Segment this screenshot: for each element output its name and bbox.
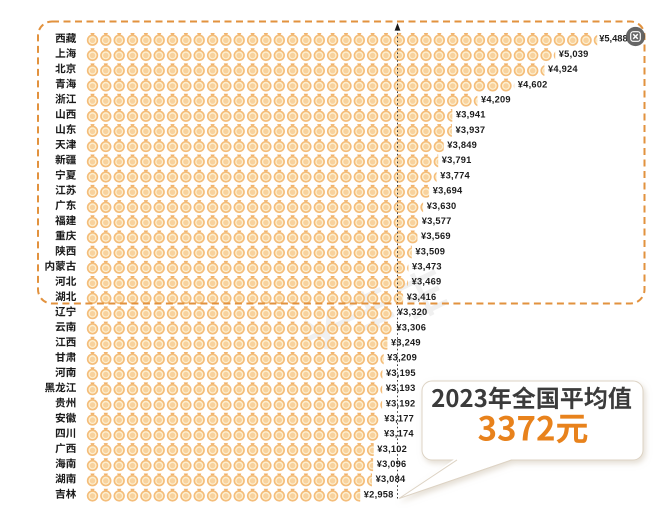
svg-text:¥3,084: ¥3,084 bbox=[376, 474, 406, 484]
svg-text:¥3,694: ¥3,694 bbox=[433, 186, 463, 196]
svg-text:¥3,195: ¥3,195 bbox=[386, 368, 416, 378]
svg-text:¥4,209: ¥4,209 bbox=[481, 95, 511, 105]
svg-text:¥5,039: ¥5,039 bbox=[559, 49, 589, 59]
svg-text:¥3,630: ¥3,630 bbox=[427, 201, 457, 211]
svg-text:¥3,174: ¥3,174 bbox=[384, 429, 414, 439]
svg-text:¥3,249: ¥3,249 bbox=[391, 338, 421, 348]
svg-text:¥3,209: ¥3,209 bbox=[387, 353, 417, 363]
svg-text:¥3,469: ¥3,469 bbox=[412, 277, 442, 287]
svg-text:¥3,177: ¥3,177 bbox=[384, 413, 414, 423]
svg-text:¥3,569: ¥3,569 bbox=[421, 231, 451, 241]
svg-text:¥3,577: ¥3,577 bbox=[422, 216, 452, 226]
svg-text:¥3,937: ¥3,937 bbox=[456, 125, 486, 135]
svg-text:¥3,096: ¥3,096 bbox=[377, 459, 407, 469]
svg-text:¥3,791: ¥3,791 bbox=[442, 155, 472, 165]
svg-text:¥3,320: ¥3,320 bbox=[398, 307, 428, 317]
svg-text:¥3,306: ¥3,306 bbox=[396, 322, 426, 332]
svg-text:¥3,473: ¥3,473 bbox=[412, 262, 442, 272]
svg-text:¥3,941: ¥3,941 bbox=[456, 110, 486, 120]
svg-text:¥4,924: ¥4,924 bbox=[548, 64, 578, 74]
svg-text:¥5,488: ¥5,488 bbox=[599, 34, 627, 44]
svg-text:¥3,416: ¥3,416 bbox=[407, 292, 437, 302]
svg-text:¥3,774: ¥3,774 bbox=[440, 170, 470, 180]
svg-text:¥3,192: ¥3,192 bbox=[386, 398, 416, 408]
svg-text:¥3,193: ¥3,193 bbox=[386, 383, 416, 393]
svg-text:¥4,602: ¥4,602 bbox=[518, 79, 548, 89]
svg-text:¥3,509: ¥3,509 bbox=[415, 246, 445, 256]
svg-text:¥3,102: ¥3,102 bbox=[377, 444, 407, 454]
svg-text:¥2,958: ¥2,958 bbox=[364, 489, 394, 499]
svg-text:¥3,849: ¥3,849 bbox=[447, 140, 477, 150]
